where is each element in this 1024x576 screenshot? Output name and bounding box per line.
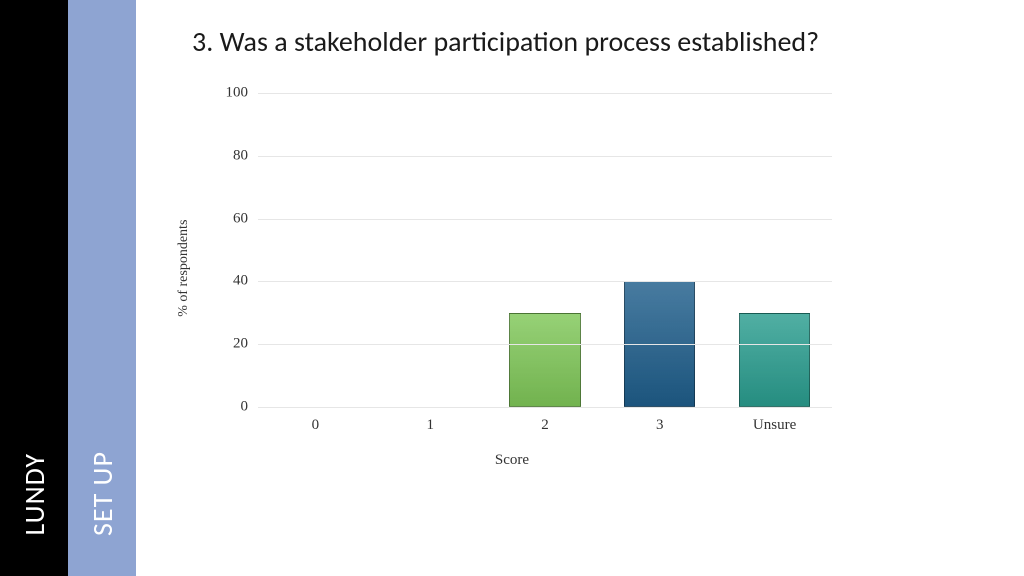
gridline — [258, 407, 832, 408]
bar-slot: 2 — [488, 93, 603, 407]
x-tick-label: 3 — [656, 417, 664, 434]
sidebar-black-label: LUNDY — [17, 453, 52, 536]
bar-slot: 0 — [258, 93, 373, 407]
y-tick-label: 40 — [233, 273, 248, 290]
x-tick-label: Unsure — [753, 417, 796, 434]
gridline — [258, 156, 832, 157]
gridline — [258, 344, 832, 345]
slide: LUNDY SET UP 3. Was a stakeholder partic… — [0, 0, 1024, 576]
bar-slot: 1 — [373, 93, 488, 407]
x-tick-label: 1 — [426, 417, 434, 434]
gridline — [258, 281, 832, 282]
page-title: 3. Was a stakeholder participation proce… — [192, 24, 832, 59]
bar-slot: Unsure — [717, 93, 832, 407]
sidebar-blue-label: SET UP — [85, 451, 120, 536]
y-tick-label: 100 — [226, 85, 249, 102]
gridline — [258, 93, 832, 94]
y-tick-label: 20 — [233, 336, 248, 353]
content-area: 3. Was a stakeholder participation proce… — [136, 0, 1024, 576]
y-axis-label: % of respondents — [176, 220, 192, 317]
y-tick-label: 80 — [233, 147, 248, 164]
y-tick-label: 60 — [233, 210, 248, 227]
bar-slot: 3 — [602, 93, 717, 407]
bar — [739, 313, 810, 407]
gridline — [258, 219, 832, 220]
bar — [509, 313, 580, 407]
y-tick-label: 0 — [241, 399, 249, 416]
chart: % of respondents Score 0123Unsure 020406… — [192, 83, 832, 463]
sidebar-blue: SET UP — [68, 0, 136, 576]
x-axis-label: Score — [495, 452, 529, 469]
bars-container: 0123Unsure — [258, 93, 832, 407]
sidebar-black: LUNDY — [0, 0, 68, 576]
x-tick-label: 0 — [312, 417, 320, 434]
plot-area: 0123Unsure 020406080100 — [258, 93, 832, 407]
x-tick-label: 2 — [541, 417, 549, 434]
